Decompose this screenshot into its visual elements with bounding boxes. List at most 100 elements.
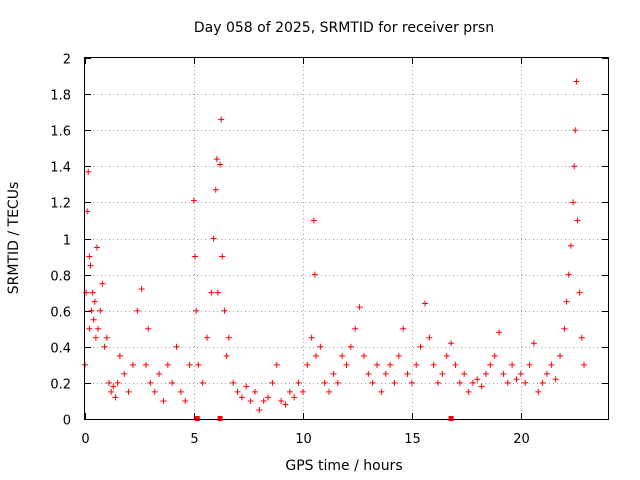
data-point (164, 361, 171, 368)
data-point (182, 397, 189, 404)
data-point (557, 352, 564, 359)
data-point (343, 361, 350, 368)
data-point (217, 161, 224, 168)
data-point (570, 199, 577, 206)
data-point (190, 197, 197, 204)
data-point (89, 289, 96, 296)
data-point (365, 370, 372, 377)
data-point (195, 361, 202, 368)
data-point (347, 343, 354, 350)
data-point (321, 379, 328, 386)
x-axis-label: GPS time / hours (285, 458, 402, 474)
data-point (214, 289, 221, 296)
data-point (552, 376, 559, 383)
data-point (156, 370, 163, 377)
data-point (487, 361, 494, 368)
data-point (426, 334, 433, 341)
data-point (105, 379, 112, 386)
data-point (435, 379, 442, 386)
axis-marker (194, 416, 200, 421)
data-point (173, 343, 180, 350)
y-tick-label: 1.4 (50, 161, 71, 176)
x-tick-label: 0 (81, 432, 89, 447)
data-point (134, 307, 141, 314)
data-point (91, 298, 98, 305)
data-point (145, 325, 152, 332)
data-point (563, 298, 570, 305)
x-axis-ticks: 0 5 10 15 20 (81, 58, 530, 447)
data-point (400, 325, 407, 332)
data-point (269, 379, 276, 386)
data-point (572, 127, 579, 134)
data-point (317, 343, 324, 350)
x-tick-label: 20 (513, 432, 530, 447)
data-point (295, 379, 302, 386)
data-point (204, 334, 211, 341)
data-point (461, 370, 468, 377)
data-point (84, 208, 91, 215)
data-point (286, 388, 293, 395)
data-point (85, 168, 92, 175)
data-point (395, 352, 402, 359)
data-point (260, 397, 267, 404)
data-point (500, 370, 507, 377)
data-point (256, 406, 263, 413)
data-point (219, 253, 226, 260)
data-point (186, 361, 193, 368)
data-point (291, 394, 298, 401)
axis-markers (194, 416, 454, 421)
data-point (581, 361, 588, 368)
y-tick-label: 0.4 (50, 342, 71, 357)
data-point (391, 379, 398, 386)
data-point (474, 376, 481, 383)
data-point (147, 379, 154, 386)
data-point (334, 379, 341, 386)
data-point (221, 307, 228, 314)
data-point (326, 388, 333, 395)
data-point (360, 352, 367, 359)
data-point (496, 329, 503, 336)
data-point (210, 235, 217, 242)
data-point (413, 361, 420, 368)
data-point (539, 379, 546, 386)
data-point (86, 325, 93, 332)
y-tick-label: 0.6 (50, 306, 71, 321)
grid-lines (85, 58, 608, 419)
data-point (251, 388, 258, 395)
data-point (571, 163, 578, 170)
y-tick-label: 1.2 (50, 197, 71, 212)
data-point (308, 334, 315, 341)
data-point (430, 361, 437, 368)
x-tick-label: 5 (190, 432, 198, 447)
y-tick-label: 2 (63, 53, 71, 68)
data-point (517, 370, 524, 377)
data-point (110, 383, 117, 390)
data-point (443, 352, 450, 359)
data-point (378, 388, 385, 395)
data-point (310, 217, 317, 224)
data-point (576, 289, 583, 296)
y-tick-label: 0 (63, 414, 71, 429)
data-point (448, 340, 455, 347)
data-point (374, 361, 381, 368)
data-point (452, 361, 459, 368)
y-tick-label: 0.2 (50, 378, 71, 393)
data-point (208, 289, 215, 296)
data-point (121, 370, 128, 377)
data-point (522, 379, 529, 386)
data-point (99, 280, 106, 287)
data-point (567, 242, 574, 249)
data-point (108, 388, 115, 395)
data-point (330, 370, 337, 377)
data-point (225, 334, 232, 341)
data-point (417, 343, 424, 350)
axis-marker (448, 416, 454, 421)
data-point (112, 394, 119, 401)
y-tick-label: 1 (63, 234, 71, 249)
data-point (408, 379, 415, 386)
data-point (478, 383, 485, 390)
data-point (382, 370, 389, 377)
data-point (578, 334, 585, 341)
data-point (504, 379, 511, 386)
data-point (90, 316, 97, 323)
